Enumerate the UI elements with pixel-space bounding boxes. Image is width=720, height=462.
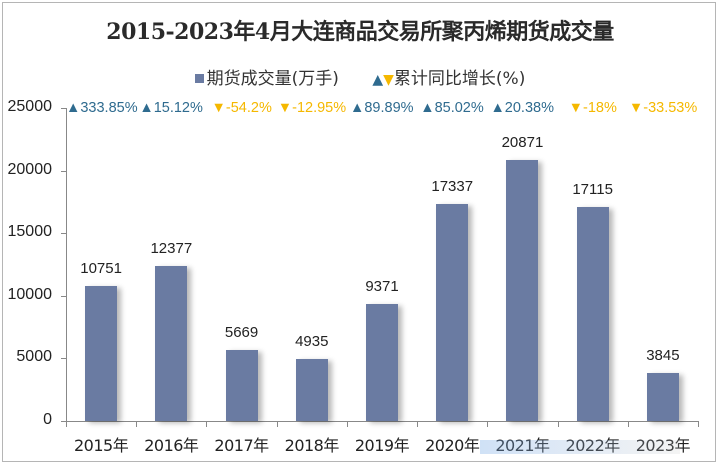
growth-annotation: ▼-18% xyxy=(569,100,617,116)
bar-value-label: 20871 xyxy=(501,133,544,151)
growth-value: -12.95% xyxy=(292,100,347,116)
legend-label-volume: 期货成交量(万手) xyxy=(206,69,339,89)
growth-annotation: ▼-33.53% xyxy=(629,100,697,116)
bar-2023年 xyxy=(646,372,679,421)
y-tick-mark xyxy=(61,295,66,297)
chart-legend: 期货成交量(万手) ▲▼累计同比增长(%) xyxy=(0,64,720,89)
bar-2021年 xyxy=(506,159,539,421)
x-axis-label: 2015年 xyxy=(73,436,129,455)
growth-annotation: ▲20.38% xyxy=(490,100,554,116)
growth-value: 15.12% xyxy=(153,100,203,116)
bar-value-label: 17115 xyxy=(572,180,613,198)
legend-item-growth: ▲▼累计同比增长(%) xyxy=(372,64,525,89)
growth-annotation: ▲89.89% xyxy=(350,100,414,116)
x-axis-label: 2016年 xyxy=(144,436,199,455)
bar-value-label: 3845 xyxy=(646,346,680,364)
x-tick-mark xyxy=(487,421,489,427)
bar-value-label: 5669 xyxy=(224,324,259,342)
x-tick-mark xyxy=(698,421,699,427)
growth-annotation: ▲15.12% xyxy=(139,100,203,116)
y-tick-label: 25000 xyxy=(7,98,53,115)
x-tick-mark xyxy=(206,421,208,427)
growth-annotation: ▼-54.2% xyxy=(212,100,272,116)
x-tick-mark xyxy=(346,421,348,427)
growth-value: -33.53% xyxy=(643,100,698,116)
bar-2018年 xyxy=(295,359,328,421)
x-axis xyxy=(66,421,698,422)
x-tick-mark xyxy=(627,421,629,427)
triangle-up-icon: ▲ xyxy=(66,100,81,116)
x-axis-label: 2017年 xyxy=(214,436,269,455)
triangle-down-icon: ▼ xyxy=(568,100,584,116)
triangle-up-icon: ▲ xyxy=(139,100,154,116)
x-tick-mark xyxy=(66,421,67,427)
legend-item-volume: 期货成交量(万手) xyxy=(194,64,339,89)
triangle-up-icon: ▲ xyxy=(420,100,435,116)
growth-value: 89.89% xyxy=(364,100,414,116)
bar-value-label: 9371 xyxy=(365,277,399,295)
growth-annotation: ▼-12.95% xyxy=(278,100,346,116)
bar-2016年 xyxy=(155,266,188,421)
plot-area: 0 5000 10000 15000 20000 25000 10751 2015年 ▲333.… xyxy=(7,98,699,455)
triangle-down-icon: ▼ xyxy=(211,100,226,116)
x-tick-mark xyxy=(276,421,278,427)
bar-swatch-icon xyxy=(194,74,204,83)
x-axis-label: 2020年 xyxy=(425,436,480,455)
bar-value-label: 17337 xyxy=(431,177,474,195)
triangle-up-icon: ▲ xyxy=(490,100,505,116)
growth-annotation: ▲85.02% xyxy=(420,100,484,116)
growth-value: -54.2% xyxy=(225,100,272,116)
bar-value-label: 12377 xyxy=(150,240,193,258)
y-tick-mark xyxy=(61,358,66,360)
watermark xyxy=(480,440,680,454)
y-tick-mark xyxy=(61,170,66,172)
bar-2019年 xyxy=(366,303,398,421)
y-tick-label: 5000 xyxy=(16,348,52,366)
y-tick-label: 20000 xyxy=(7,160,53,178)
bar-2022年 xyxy=(576,206,609,421)
bar-2020年 xyxy=(436,203,469,421)
triangle-down-icon: ▼ xyxy=(628,100,644,116)
x-axis-label: 2019年 xyxy=(354,436,410,455)
y-tick-label: 10000 xyxy=(7,285,53,303)
x-axis-label: 2023年 xyxy=(623,432,703,456)
y-tick-label: 0 xyxy=(43,411,52,428)
x-tick-mark xyxy=(557,421,559,427)
x-axis-label: 2018年 xyxy=(284,436,340,455)
growth-value: 20.38% xyxy=(504,100,554,116)
bar-2017年 xyxy=(225,350,258,421)
triangle-down-icon: ▼ xyxy=(383,72,394,88)
y-tick-mark xyxy=(61,108,66,109)
x-tick-mark xyxy=(417,421,419,427)
x-axis-label: 2022年 xyxy=(553,432,633,456)
triangle-up-icon: ▲ xyxy=(372,72,384,88)
y-tick-label: 15000 xyxy=(7,223,53,241)
triangle-down-icon: ▼ xyxy=(277,100,293,116)
bar-2015年 xyxy=(85,286,118,421)
x-axis-label: 2021年 xyxy=(482,432,562,456)
x-tick-mark xyxy=(136,421,138,427)
legend-label-growth: 累计同比增长(%) xyxy=(393,69,526,89)
y-tick-mark xyxy=(61,233,66,235)
growth-value: 333.85% xyxy=(80,100,138,116)
bar-value-label: 10751 xyxy=(80,260,122,278)
triangle-up-icon: ▲ xyxy=(350,100,365,116)
y-tick-mark xyxy=(61,421,66,422)
bar-value-label: 4935 xyxy=(295,333,329,351)
growth-value: -18% xyxy=(583,100,617,116)
growth-annotation: ▲333.85% xyxy=(66,100,138,116)
growth-value: 85.02% xyxy=(434,100,484,116)
y-axis xyxy=(66,108,67,422)
chart-title: 2015-2023年4月大连商品交易所聚丙烯期货成交量 xyxy=(106,19,614,45)
